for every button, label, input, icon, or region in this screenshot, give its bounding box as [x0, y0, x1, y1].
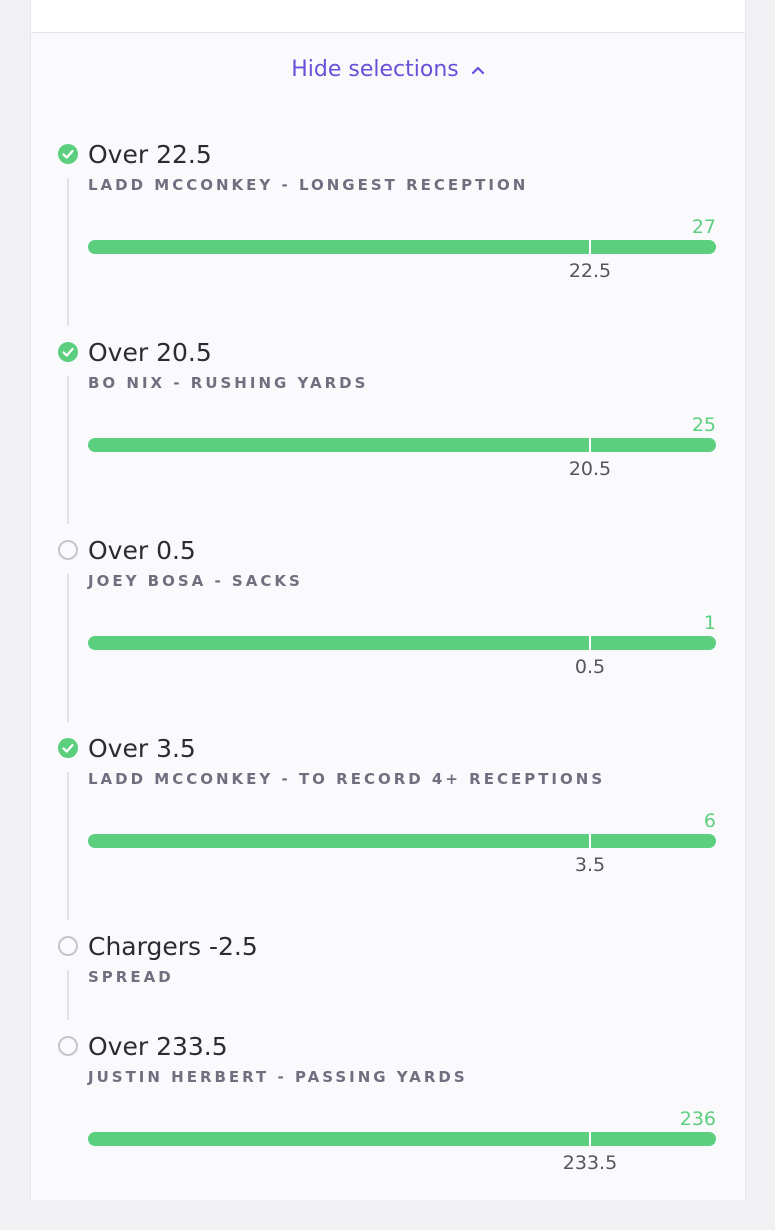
check-icon: [58, 342, 78, 362]
progress: 25 20.5: [88, 414, 716, 484]
line-marker: [589, 438, 591, 452]
selection: Over 3.5 LADD MCCONKEY - TO RECORD 4+ REC…: [31, 734, 745, 932]
line-value: 22.5: [568, 260, 612, 282]
line-marker: [589, 834, 591, 848]
selection: Chargers -2.5 SPREAD: [31, 932, 745, 1032]
progress-bar: [88, 438, 716, 452]
connector-line: [67, 970, 69, 1020]
selection-subtitle: LADD MCCONKEY - LONGEST RECEPTION: [88, 176, 529, 194]
selection-title: Chargers -2.5: [88, 932, 258, 961]
progress: 1 0.5: [88, 612, 716, 682]
selection-subtitle: JUSTIN HERBERT - PASSING YARDS: [88, 1068, 468, 1086]
selection-title: Over 20.5: [88, 338, 212, 367]
connector-line: [67, 772, 69, 920]
selection: Over 233.5 JUSTIN HERBERT - PASSING YARDS…: [31, 1032, 745, 1230]
selection-subtitle: BO NIX - RUSHING YARDS: [88, 374, 369, 392]
line-marker: [589, 636, 591, 650]
toggle-label: Hide selections: [291, 57, 459, 82]
checkmark: [62, 149, 74, 159]
progress: 27 22.5: [88, 216, 716, 286]
line-value: 20.5: [568, 458, 612, 480]
pending-icon: [58, 1036, 78, 1056]
progress: 236 233.5: [88, 1108, 716, 1178]
page: Hide selections Over 22.5 LADD MCCONKEY -…: [30, 0, 746, 1200]
progress-bar: [88, 636, 716, 650]
hide-selections-toggle[interactable]: Hide selections: [31, 56, 745, 84]
progress-bar: [88, 1132, 716, 1146]
progress-bar: [88, 834, 716, 848]
card-top: [31, 0, 745, 33]
check-icon: [58, 738, 78, 758]
checkmark: [62, 743, 74, 753]
progress-value: 236: [679, 1108, 716, 1130]
progress: 6 3.5: [88, 810, 716, 880]
chevron-up: [471, 66, 484, 75]
selection-title: Over 0.5: [88, 536, 196, 565]
line-marker: [589, 1132, 591, 1146]
selection-title: Over 233.5: [88, 1032, 228, 1061]
selection-list: Over 22.5 LADD MCCONKEY - LONGEST RECEPTI…: [31, 140, 745, 1230]
progress-bar: [88, 240, 716, 254]
line-marker: [589, 240, 591, 254]
connector-line: [67, 178, 69, 326]
connector-line: [67, 574, 69, 722]
selection: Over 20.5 BO NIX - RUSHING YARDS 25 20.5: [31, 338, 745, 536]
line-value: 3.5: [574, 854, 606, 876]
checkmark: [62, 347, 74, 357]
selections-card: Hide selections Over 22.5 LADD MCCONKEY -…: [30, 0, 746, 1200]
progress-value: 27: [691, 216, 716, 238]
selection-title: Over 3.5: [88, 734, 196, 763]
selection: Over 22.5 LADD MCCONKEY - LONGEST RECEPTI…: [31, 140, 745, 338]
check-icon: [58, 144, 78, 164]
pending-icon: [58, 540, 78, 560]
progress-value: 25: [691, 414, 716, 436]
selection-subtitle: SPREAD: [88, 968, 174, 986]
line-value: 0.5: [574, 656, 606, 678]
selection-subtitle: JOEY BOSA - SACKS: [88, 572, 303, 590]
pending-icon: [58, 936, 78, 956]
selection: Over 0.5 JOEY BOSA - SACKS 1 0.5: [31, 536, 745, 734]
line-value: 233.5: [562, 1152, 618, 1174]
connector-line: [67, 376, 69, 524]
selection-title: Over 22.5: [88, 140, 212, 169]
progress-value: 1: [703, 612, 716, 634]
selection-subtitle: LADD MCCONKEY - TO RECORD 4+ RECEPTIONS: [88, 770, 606, 788]
progress-value: 6: [703, 810, 716, 832]
